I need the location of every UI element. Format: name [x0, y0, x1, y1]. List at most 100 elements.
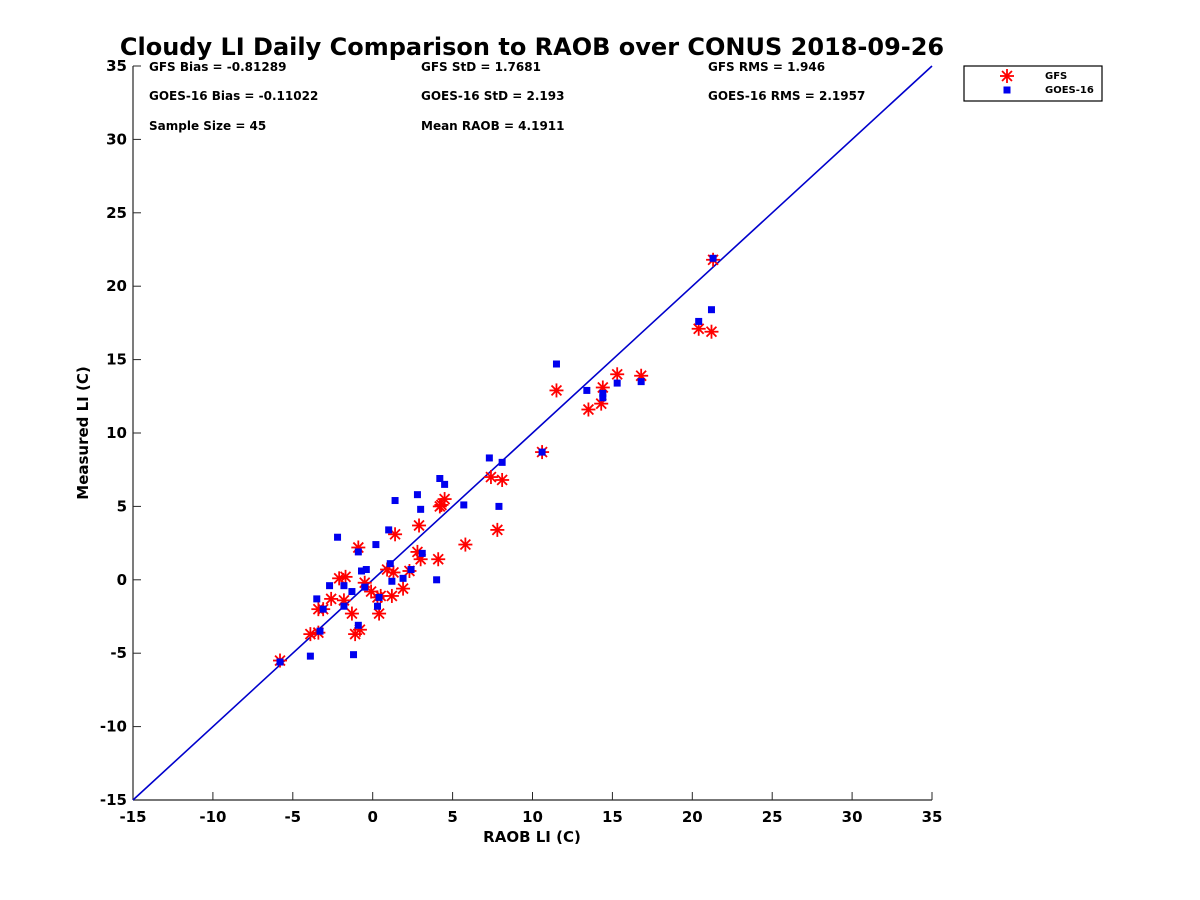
- x-tick-label: -5: [284, 808, 301, 826]
- stat-annotation: GOES-16 RMS = 2.1957: [708, 89, 865, 103]
- y-tick-label: 25: [106, 204, 127, 222]
- goes16-point: [436, 475, 444, 483]
- gfs-point: [549, 383, 564, 398]
- goes16-point: [552, 360, 560, 368]
- x-axis-label: RAOB LI (C): [483, 828, 581, 846]
- goes16-point: [326, 582, 334, 590]
- legend: GFS GOES-16: [963, 65, 1103, 102]
- stat-annotation: Mean RAOB = 4.1911: [421, 119, 565, 133]
- x-tick-label: 25: [762, 808, 783, 826]
- y-tick-label: 10: [106, 424, 127, 442]
- goes16-point: [407, 566, 415, 574]
- y-tick-label: -15: [100, 791, 127, 809]
- y-tick-label: 0: [117, 571, 127, 589]
- goes16-point: [340, 602, 348, 610]
- goes16-point: [599, 389, 607, 397]
- y-tick-label: 35: [106, 57, 127, 75]
- stat-annotation: GOES-16 Bias = -0.11022: [149, 89, 318, 103]
- gfs-point: [338, 569, 353, 584]
- goes16-point: [348, 588, 356, 596]
- stat-annotation: Sample Size = 45: [149, 119, 266, 133]
- stat-annotation: GFS Bias = -0.81289: [149, 60, 286, 74]
- goes16-point: [498, 458, 506, 466]
- y-tick-label: 15: [106, 351, 127, 369]
- goes16-point: [373, 602, 381, 610]
- gfs-point: [495, 472, 510, 487]
- gfs-point: [412, 518, 427, 533]
- gfs-point: [483, 470, 498, 485]
- goes16-point: [441, 480, 449, 488]
- goes16-point: [433, 576, 441, 584]
- goes16-point: [388, 577, 396, 585]
- x-tick-label: -10: [199, 808, 226, 826]
- goes16-point: [460, 501, 468, 509]
- gfs-point: [458, 537, 473, 552]
- x-tick-label: 5: [447, 808, 457, 826]
- gfs-point: [324, 591, 339, 606]
- goes16-point: [385, 526, 393, 534]
- y-tick-label: 5: [117, 497, 127, 515]
- y-tick-label: -5: [110, 644, 127, 662]
- y-tick-label: 30: [106, 130, 127, 148]
- goes16-point: [613, 379, 621, 387]
- reference-line-group: [132, 65, 933, 801]
- goes16-point: [418, 549, 426, 557]
- goes16-point: [350, 651, 358, 659]
- goes16-point: [485, 454, 493, 462]
- legend-gfs-marker: [1000, 69, 1014, 83]
- series-gfs: [273, 252, 721, 668]
- x-tick-label: 35: [922, 808, 943, 826]
- goes16-point: [695, 317, 703, 325]
- data-points: [273, 252, 721, 668]
- goes16-point: [538, 448, 546, 456]
- gfs-point: [432, 499, 447, 514]
- goes16-point: [358, 567, 366, 575]
- gfs-point: [396, 581, 411, 596]
- goes16-point: [391, 497, 399, 505]
- goes16-point: [709, 254, 717, 262]
- gfs-point: [490, 522, 505, 537]
- series-goes-16: [276, 254, 717, 666]
- legend-box: [963, 65, 1103, 102]
- goes16-point: [354, 621, 362, 629]
- gfs-point: [384, 588, 399, 603]
- goes16-point: [495, 502, 503, 510]
- gfs-point: [704, 324, 719, 339]
- goes16-point: [375, 593, 383, 601]
- goes16-point: [334, 533, 342, 541]
- goes16-point: [313, 595, 321, 603]
- goes16-point: [276, 658, 284, 666]
- goes16-point: [413, 491, 421, 499]
- goes16-point: [316, 627, 324, 635]
- goes16-point: [707, 306, 715, 314]
- chart-title: Cloudy LI Daily Comparison to RAOB over …: [120, 33, 944, 61]
- goes16-point: [362, 566, 370, 574]
- goes16-point: [319, 605, 327, 613]
- gfs-point: [431, 552, 446, 567]
- goes16-point: [306, 652, 314, 660]
- x-tick-label: 10: [522, 808, 543, 826]
- y-tick-label: 20: [106, 277, 127, 295]
- y-tick-label: -10: [100, 718, 127, 736]
- x-tick-label: 30: [842, 808, 863, 826]
- gfs-point: [386, 565, 401, 580]
- legend-goes16-marker: [1003, 86, 1011, 94]
- goes16-point: [340, 582, 348, 590]
- stat-annotation: GFS StD = 1.7681: [421, 60, 541, 74]
- stat-annotation: GOES-16 StD = 2.193: [421, 89, 564, 103]
- x-tick-label: 20: [682, 808, 703, 826]
- goes16-point: [583, 386, 591, 394]
- goes16-point: [599, 394, 607, 402]
- goes16-point: [417, 505, 425, 513]
- goes16-point: [354, 548, 362, 556]
- y-axis-label: Measured LI (C): [74, 366, 92, 499]
- goes16-point: [361, 583, 369, 591]
- goes16-point: [637, 378, 645, 386]
- gfs-point: [610, 367, 625, 382]
- x-tick-label: 15: [602, 808, 623, 826]
- stats-annotations: GFS Bias = -0.81289 GFS StD = 1.7681 GFS R…: [149, 60, 865, 133]
- goes16-point: [372, 541, 380, 549]
- goes16-point: [386, 560, 394, 568]
- stat-annotation: GFS RMS = 1.946: [708, 60, 825, 74]
